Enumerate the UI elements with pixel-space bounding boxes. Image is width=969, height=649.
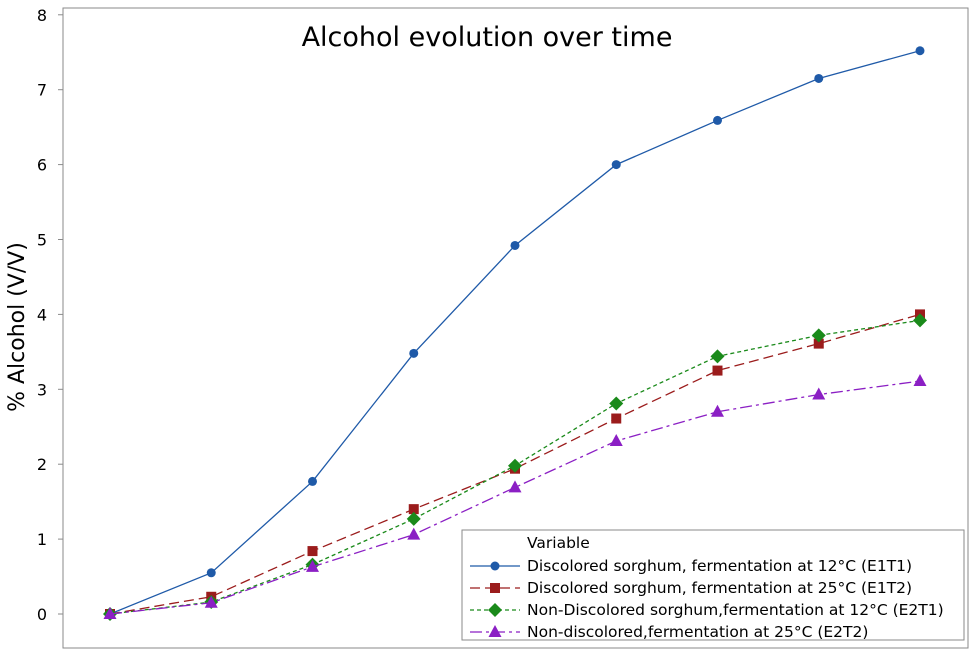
y-axis: 0 1 2 3 4 5 6 7 8: [37, 6, 63, 624]
data-point: [913, 313, 927, 328]
y-tick-label: 1: [37, 530, 47, 549]
data-point: [406, 511, 421, 526]
legend-entry: Discolored sorghum, fermentation at 12°C…: [470, 557, 912, 575]
series-layer: [103, 46, 927, 621]
y-tick-label: 8: [37, 6, 47, 25]
data-point: [712, 365, 723, 376]
data-point: [408, 504, 419, 515]
y-axis-title: % Alcohol (V/V): [5, 242, 30, 412]
data-point: [711, 404, 724, 417]
data-point: [609, 433, 623, 446]
legend-label: Non-discolored,fermentation at 25°C (E2T…: [527, 623, 868, 641]
data-point: [713, 115, 722, 125]
data-point: [306, 559, 319, 572]
data-point: [103, 607, 117, 619]
legend: Variable Discolored sorghum, fermentatio…: [461, 529, 965, 641]
data-point: [913, 374, 927, 387]
y-tick-label: 2: [37, 455, 47, 474]
data-point: [811, 328, 826, 343]
data-point: [508, 480, 522, 493]
data-point: [611, 160, 621, 170]
data-point: [206, 568, 216, 578]
chart-title: Alcohol evolution over time: [302, 22, 673, 53]
data-point: [407, 527, 421, 540]
data-point: [609, 396, 624, 411]
data-point: [812, 387, 826, 400]
data-point: [710, 349, 725, 364]
data-point: [308, 476, 317, 486]
data-point: [814, 73, 824, 83]
data-point: [611, 413, 622, 424]
legend-label: Discolored sorghum, fermentation at 25°C…: [527, 579, 912, 597]
data-point: [409, 348, 419, 358]
y-tick-label: 4: [37, 305, 47, 324]
data-point: [813, 338, 824, 349]
series-line: [109, 313, 921, 615]
y-tick-label: 7: [37, 81, 47, 100]
y-tick-label: 5: [37, 231, 47, 250]
data-point: [508, 458, 522, 473]
legend-marker: [490, 561, 500, 571]
data-point: [915, 46, 925, 56]
data-point: [307, 546, 318, 557]
y-tick-label: 6: [37, 156, 47, 175]
legend-marker: [488, 625, 502, 637]
y-tick-label: 0: [37, 605, 47, 624]
legend-label: Discolored sorghum, fermentation at 12°C…: [527, 557, 912, 575]
legend-marker: [490, 583, 500, 593]
legend-entry: Non-Discolored sorghum,fermentation at 1…: [470, 601, 944, 619]
series-1: [105, 46, 925, 619]
y-tick-label: 3: [37, 380, 47, 399]
legend-marker: [488, 603, 502, 617]
legend-entry: Discolored sorghum, fermentation at 25°C…: [470, 579, 912, 597]
legend-label: Non-Discolored sorghum,fermentation at 1…: [527, 601, 944, 619]
data-point: [510, 240, 520, 250]
legend-title: Variable: [527, 534, 590, 552]
series-4: [103, 374, 927, 619]
data-point: [204, 595, 218, 608]
legend-box: [461, 529, 965, 641]
legend-entry: Non-discolored,fermentation at 25°C (E2T…: [470, 623, 868, 641]
